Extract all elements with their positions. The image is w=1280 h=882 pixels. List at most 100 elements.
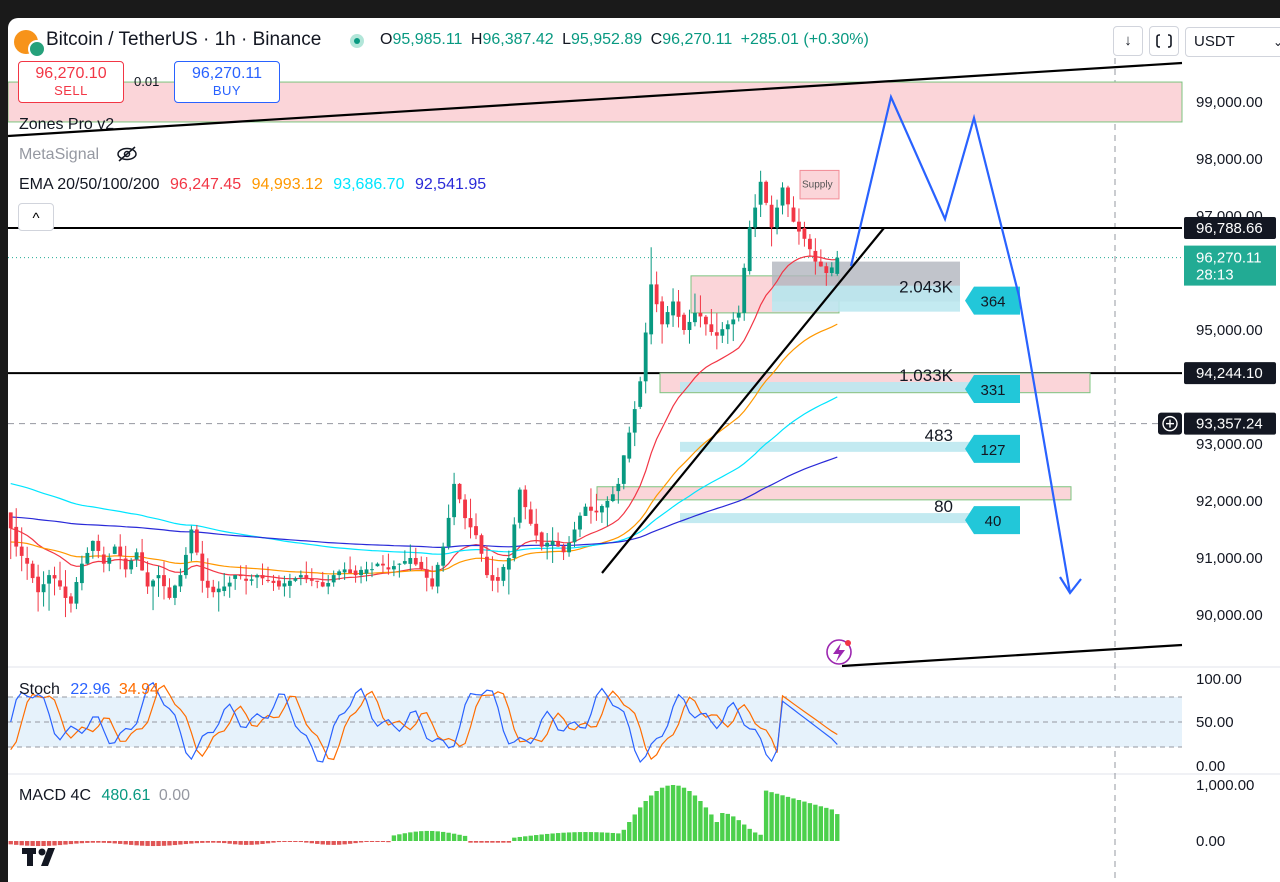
macd-bar <box>200 841 205 843</box>
stoch-tick-label: 0.00 <box>1196 758 1225 775</box>
fullscreen-button[interactable] <box>1149 26 1179 56</box>
candle-body <box>430 578 435 587</box>
candle-body <box>381 563 385 566</box>
scroll-down-button[interactable]: ↓ <box>1113 26 1143 56</box>
candle-body <box>211 586 216 593</box>
candle-body <box>266 579 270 581</box>
macd-bar <box>336 841 342 845</box>
symbol-title[interactable]: Bitcoin / TetherUS · 1h · Binance <box>46 29 322 50</box>
candle-body <box>485 556 489 576</box>
zones-indicator-label[interactable]: Zones Pro v2 <box>19 116 115 133</box>
candle-body <box>665 312 670 325</box>
macd-bar <box>85 841 90 843</box>
candle-body <box>189 529 194 554</box>
candle-body <box>419 561 424 570</box>
price-tag-level-value-2: 94,244.10 <box>1196 365 1263 382</box>
projection-arrowhead <box>1059 576 1082 595</box>
macd-bar <box>118 841 123 844</box>
ema20-value: 96,247.45 <box>170 176 242 193</box>
collapse-legend-button[interactable]: ^ <box>18 203 54 231</box>
macd-bar <box>347 841 353 844</box>
macd-bar <box>632 814 637 841</box>
close-label: C <box>650 31 663 48</box>
candle-body <box>173 585 177 598</box>
candle-body <box>260 575 265 579</box>
price-chart[interactable]: Supply 2.043K 364 1.033K 331 483 127 80 40 99,000… <box>8 18 1280 882</box>
candle-body <box>353 570 358 576</box>
macd-bar <box>424 830 429 841</box>
candle-body <box>742 267 747 313</box>
candle-body <box>638 381 643 407</box>
ema200-line <box>10 456 838 549</box>
buy-button[interactable]: 96,270.11 BUY <box>174 61 280 103</box>
macd-bar <box>692 795 698 841</box>
candle-body <box>643 332 648 382</box>
candle-body <box>331 575 336 583</box>
macd-tick-label: 1,000.00 <box>1196 777 1254 794</box>
candle-body <box>714 332 719 336</box>
price-tag-current-value: 96,270.11 <box>1196 250 1262 267</box>
metasignal-indicator-label[interactable]: MetaSignal <box>19 146 100 163</box>
macd-bar <box>752 832 758 841</box>
candle-body <box>452 483 457 518</box>
currency-value: USDT <box>1194 33 1235 50</box>
macd-bar <box>139 841 145 846</box>
volume-count-tag-2 <box>965 434 1020 463</box>
ema50-value: 94,993.12 <box>251 176 323 193</box>
candle-body <box>326 582 331 587</box>
macd-bar <box>282 841 287 842</box>
macd-bar <box>183 841 189 845</box>
macd-bar <box>112 841 117 844</box>
sell-button[interactable]: 96,270.10 SELL <box>18 61 124 103</box>
macd-bar <box>156 841 161 846</box>
macd-bar <box>276 841 282 843</box>
stoch-k-line <box>10 681 838 764</box>
macd-bar <box>566 832 572 841</box>
high-label: H <box>470 31 483 48</box>
macd-bar <box>791 798 796 841</box>
macd-bar <box>539 834 544 841</box>
candle-body <box>58 580 62 587</box>
macd-bar <box>561 832 566 841</box>
macd-label[interactable]: MACD 4C <box>19 787 92 804</box>
macd-bar <box>780 795 785 841</box>
macd-bar <box>211 841 216 843</box>
volume-count-tag-3 <box>965 506 1020 535</box>
candle-body <box>671 301 675 316</box>
candle-body <box>386 567 391 570</box>
macd-bar <box>501 841 506 843</box>
macd-bar <box>320 841 325 845</box>
stoch-label[interactable]: Stoch <box>19 681 60 698</box>
candle-body <box>495 577 500 581</box>
macd-bar <box>380 841 386 842</box>
ema50-line <box>10 323 838 575</box>
macd-bar <box>419 831 424 841</box>
macd-bar <box>528 835 533 841</box>
candle-body <box>47 575 51 584</box>
candle-body <box>676 301 681 317</box>
currency-select[interactable]: USDT ⌄ <box>1185 27 1280 57</box>
hidden-eye-icon[interactable] <box>116 146 138 162</box>
candle-body <box>539 532 544 547</box>
candle-body <box>408 558 413 564</box>
macd-bar <box>353 841 358 844</box>
candle-body <box>216 588 221 593</box>
projection-path <box>849 93 1072 594</box>
macd-bar <box>205 841 210 843</box>
macd-bar <box>96 841 101 843</box>
candle-body <box>74 582 79 604</box>
macd-bar <box>326 841 331 845</box>
candle-body <box>709 324 714 332</box>
macd-bar <box>550 833 555 841</box>
candle-body <box>769 204 774 228</box>
macd-bar <box>462 835 468 841</box>
macd-bar <box>796 800 802 841</box>
macd-bar <box>648 795 654 841</box>
candle-body <box>25 557 30 564</box>
ema-label[interactable]: EMA 20/50/100/200 <box>19 176 160 193</box>
macd-bar <box>386 841 391 843</box>
macd-bar <box>167 841 172 846</box>
supply-zone-label: Supply <box>802 180 833 191</box>
macd-bar <box>824 807 829 841</box>
candle-body <box>348 569 353 574</box>
